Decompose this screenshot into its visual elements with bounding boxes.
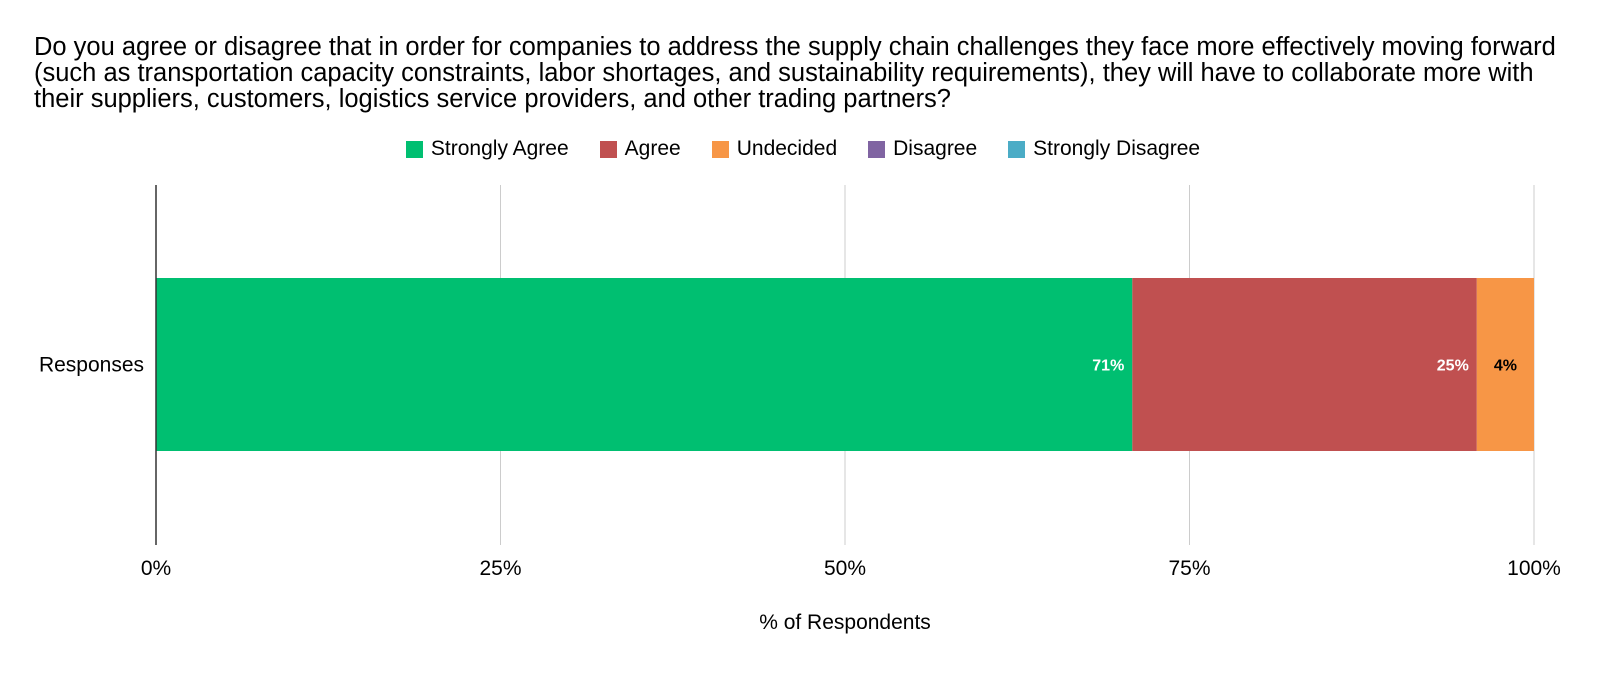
legend-swatch-undecided — [711, 140, 729, 158]
data-label-strongly-agree: 71% — [1092, 358, 1124, 375]
data-label-agree: 25% — [1437, 358, 1469, 375]
bar-segment-strongly-agree — [156, 278, 1133, 451]
data-labels: 71% 25% 4% — [1092, 358, 1517, 375]
bar-segment-undecided — [1476, 278, 1534, 451]
legend-item-agree: Agree — [599, 137, 681, 161]
chart-legend: Strongly Agree Agree Undecided Disagree … — [0, 137, 1600, 161]
legend-label-disagree: Disagree — [893, 137, 978, 160]
legend-swatch-strongly-disagree — [1008, 140, 1026, 158]
x-tick-label: 50% — [824, 557, 866, 580]
legend-label-strongly-disagree: Strongly Disagree — [1033, 137, 1201, 160]
legend-item-disagree: Disagree — [868, 137, 977, 161]
x-tick-label: 25% — [479, 557, 521, 580]
legend-swatch-agree — [599, 140, 617, 158]
x-tick-label: 0% — [141, 557, 171, 580]
legend-label-strongly-agree: Strongly Agree — [430, 137, 569, 160]
legend-item-strongly-disagree: Strongly Disagree — [1008, 137, 1200, 161]
chart-title: Do you agree or disagree that in order f… — [34, 33, 1556, 113]
legend-swatch-disagree — [868, 140, 886, 158]
bar-segment-agree — [1132, 278, 1477, 451]
legend-item-undecided: Undecided — [711, 137, 838, 161]
bars — [156, 278, 1534, 451]
legend-label-agree: Agree — [624, 137, 681, 160]
data-label-undecided: 4% — [1494, 358, 1517, 375]
category-label: Responses — [39, 354, 144, 377]
legend-swatch-strongly-agree — [405, 140, 423, 158]
x-tick-label: 100% — [1507, 557, 1561, 580]
axes: 0% 25% 50% 75% 100% Responses % of Respondents — [39, 185, 1561, 634]
legend-item-strongly-agree: Strongly Agree — [405, 137, 569, 161]
legend-label-undecided: Undecided — [736, 137, 838, 160]
x-tick-label: 75% — [1168, 557, 1210, 580]
x-axis-label: % of Respondents — [759, 611, 931, 634]
